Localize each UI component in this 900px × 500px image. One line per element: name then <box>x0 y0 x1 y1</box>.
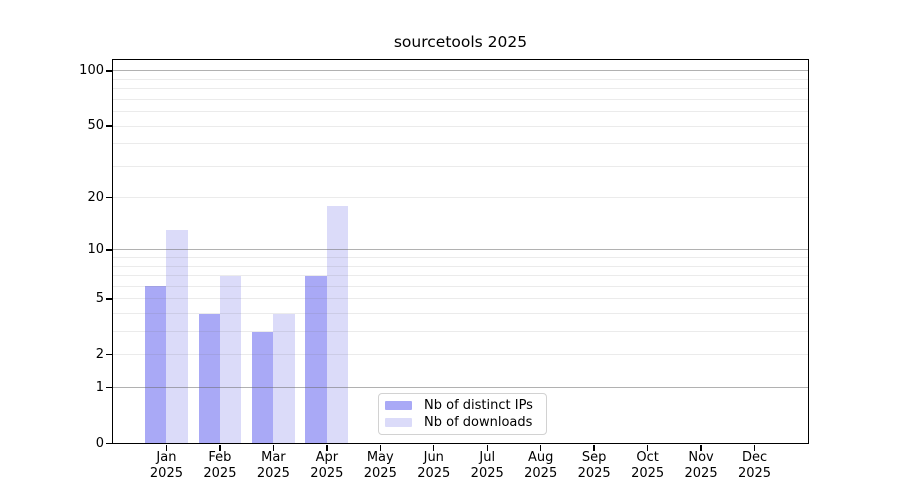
bar-feb-downloads <box>219 275 242 444</box>
x-tick-jun <box>433 445 435 451</box>
y-tick-0 <box>106 442 113 445</box>
minor-gridline-20 <box>113 197 808 199</box>
y-tick-label-5: 5 <box>95 290 104 306</box>
y-tick-20 <box>106 197 113 199</box>
x-tick-label-dec: Dec 2025 <box>737 449 772 482</box>
x-tick-label-aug: Aug 2025 <box>524 449 558 482</box>
y-tick-label-100: 100 <box>79 62 104 78</box>
x-tick-feb <box>219 445 221 451</box>
y-tick-label-1: 1 <box>95 379 104 395</box>
minor-gridline-5 <box>113 298 808 300</box>
legend-swatch-downloads <box>385 418 412 428</box>
legend-label-distinct-ips: Nb of distinct IPs <box>424 397 533 413</box>
x-tick-label-jul: Jul 2025 <box>470 449 504 482</box>
x-tick-label-oct: Oct 2025 <box>631 449 665 482</box>
y-tick-label-50: 50 <box>87 118 104 134</box>
minor-gridline-60 <box>113 111 808 113</box>
x-tick-label-jan: Jan 2025 <box>149 449 183 482</box>
x-tick-label-jun: Jun 2025 <box>417 449 451 482</box>
minor-gridline-40 <box>113 143 808 145</box>
bar-mar-downloads <box>273 313 295 444</box>
y-tick-label-0: 0 <box>95 435 104 451</box>
y-tick-1 <box>106 386 113 389</box>
x-tick-jul <box>486 445 488 451</box>
x-tick-mar <box>272 445 275 451</box>
legend-item-downloads: Nb of downloads <box>385 415 540 430</box>
minor-gridline-2 <box>113 354 808 356</box>
legend-swatch-distinct-ips <box>385 400 412 410</box>
minor-gridline-30 <box>113 165 808 167</box>
x-tick-dec <box>753 445 756 451</box>
y-tick-5 <box>106 298 113 300</box>
plot-area <box>113 60 808 444</box>
major-gridline-100 <box>113 70 808 72</box>
minor-gridline-3 <box>113 331 808 333</box>
x-tick-sep <box>593 445 595 451</box>
x-tick-aug <box>539 445 542 451</box>
y-tick-50 <box>106 125 113 127</box>
bar-jan-downloads <box>166 230 188 444</box>
x-tick-label-nov: Nov 2025 <box>684 449 718 482</box>
y-tick-10 <box>106 249 113 251</box>
bar-apr-downloads <box>326 205 349 444</box>
bar-apr-distinct-ips <box>305 275 327 444</box>
minor-gridline-4 <box>113 313 808 315</box>
minor-gridline-90 <box>113 78 808 80</box>
minor-gridline-6 <box>113 285 808 287</box>
x-tick-may <box>379 445 381 451</box>
bar-jan-distinct-ips <box>145 286 167 444</box>
y-tick-2 <box>106 354 113 356</box>
legend-label-downloads: Nb of downloads <box>424 415 533 431</box>
legend: Nb of distinct IPs Nb of downloads <box>378 393 547 435</box>
x-tick-label-feb: Feb 2025 <box>203 449 237 482</box>
minor-gridline-7 <box>113 275 808 277</box>
minor-gridline-70 <box>113 98 808 100</box>
major-gridline-1 <box>113 387 808 389</box>
minor-gridline-8 <box>113 265 808 267</box>
x-tick-oct <box>646 445 649 451</box>
x-tick-label-apr: Apr 2025 <box>310 449 344 482</box>
y-tick-label-20: 20 <box>87 189 104 205</box>
minor-gridline-50 <box>113 125 808 127</box>
minor-gridline-9 <box>113 257 808 259</box>
chart-title: sourcetools 2025 <box>393 33 528 51</box>
y-tick-100 <box>106 70 113 72</box>
x-tick-label-may: May 2025 <box>363 449 397 482</box>
bar-feb-distinct-ips <box>198 313 220 444</box>
legend-item-distinct-ips: Nb of distinct IPs <box>385 398 540 413</box>
x-tick-apr <box>326 445 328 451</box>
x-tick-label-sep: Sep 2025 <box>577 449 611 482</box>
x-tick-jan <box>165 445 168 451</box>
y-tick-label-2: 2 <box>95 346 104 362</box>
x-tick-nov <box>700 445 702 451</box>
x-tick-label-mar: Mar 2025 <box>256 449 290 482</box>
y-tick-label-10: 10 <box>87 241 104 257</box>
major-gridline-10 <box>113 249 808 251</box>
minor-gridline-80 <box>113 88 808 90</box>
